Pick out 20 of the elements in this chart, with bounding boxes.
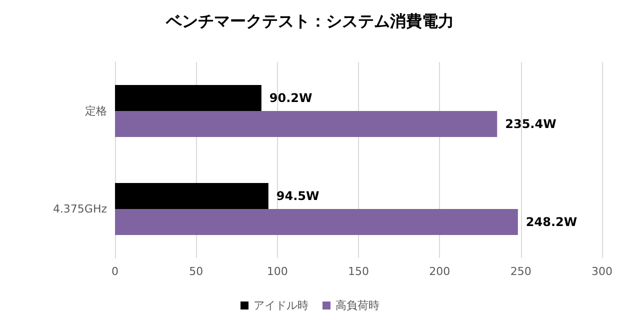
x-tick-label: 0: [112, 265, 118, 278]
data-label: 248.2W: [526, 215, 578, 229]
data-label: 235.4W: [505, 117, 556, 131]
bar: [115, 111, 498, 137]
bar: [115, 209, 518, 235]
y-tick-label: 定格: [85, 104, 107, 118]
legend-label: アイドル時: [254, 299, 308, 312]
y-tick-label: 4.375GHz: [52, 202, 108, 216]
x-tick-label: 200: [429, 265, 450, 278]
data-label: 90.2W: [269, 91, 312, 105]
x-tick-label: 300: [592, 265, 612, 278]
bar: [115, 85, 262, 111]
x-tick-label: 50: [189, 265, 204, 278]
legend-label: 高負荷時: [336, 299, 380, 312]
bar: [115, 183, 268, 209]
x-tick-label: 100: [266, 265, 288, 278]
chart-title: ベンチマークテスト：システム消費電力: [165, 12, 454, 30]
x-tick-label: 150: [348, 265, 369, 278]
x-tick-label: 250: [510, 265, 532, 278]
data-label: 94.5W: [276, 189, 320, 203]
